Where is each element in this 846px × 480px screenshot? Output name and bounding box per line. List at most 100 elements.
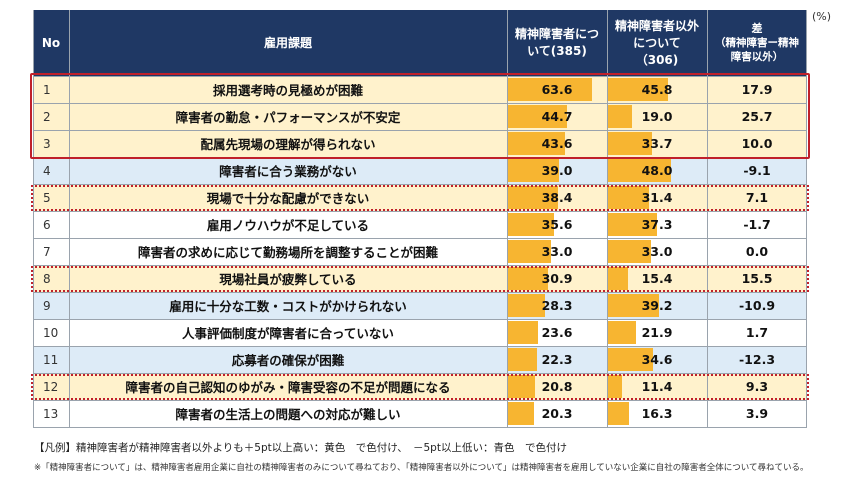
bar-mental xyxy=(507,132,565,155)
row-divider xyxy=(33,346,807,347)
highlight-frame-dotted xyxy=(31,185,809,211)
row-divider xyxy=(33,292,807,293)
bar-mental xyxy=(507,402,534,425)
row-no: 3 xyxy=(43,136,51,151)
highlight-frame xyxy=(30,73,810,159)
bar-mental xyxy=(507,105,567,128)
column-divider xyxy=(507,10,508,427)
bar-other xyxy=(607,132,652,155)
value-label: 48.0 xyxy=(641,163,673,178)
value-label: 37.3 xyxy=(641,217,673,232)
value-label: 20.3 xyxy=(541,406,573,421)
bar-mental xyxy=(507,186,558,209)
value-mental: 38.4 xyxy=(507,184,607,211)
row-issue: 現場社員が疲弊している xyxy=(219,272,357,287)
bar-other xyxy=(607,375,622,398)
bar-other xyxy=(607,213,657,236)
row-no: 10 xyxy=(43,325,59,340)
header-diff: 差 （精神障害ー精神障害以外） xyxy=(707,10,807,76)
value-label: 33.0 xyxy=(641,244,673,259)
row-diff: -9.1 xyxy=(743,163,771,178)
value-other: 45.8 xyxy=(607,76,707,103)
row-issue: 障害者の求めに応じて勤務場所を調整することが困難 xyxy=(137,245,438,260)
row-diff: -1.7 xyxy=(743,217,771,232)
bar-mental xyxy=(507,78,592,101)
row-diff: 9.3 xyxy=(745,379,769,394)
column-divider xyxy=(806,10,807,427)
value-mental: 23.6 xyxy=(507,319,607,346)
table-row xyxy=(33,103,807,130)
row-divider xyxy=(33,76,807,77)
row-divider xyxy=(33,265,807,266)
value-label: 28.3 xyxy=(541,298,573,313)
value-other: 48.0 xyxy=(607,157,707,184)
row-divider xyxy=(33,319,807,320)
bar-other xyxy=(607,267,628,290)
row-no: 2 xyxy=(43,109,51,124)
bar-mental xyxy=(507,375,535,398)
row-divider xyxy=(33,103,807,104)
value-label: 33.7 xyxy=(641,136,673,151)
value-label: 34.6 xyxy=(641,352,673,367)
bar-other xyxy=(607,402,629,425)
table-row xyxy=(33,157,807,184)
value-other: 34.6 xyxy=(607,346,707,373)
value-label: 44.7 xyxy=(541,109,573,124)
value-label: 45.8 xyxy=(641,82,673,97)
row-no: 1 xyxy=(43,82,51,97)
value-other: 11.4 xyxy=(607,373,707,400)
bar-other xyxy=(607,321,636,344)
highlight-frame-dotted xyxy=(31,266,809,292)
row-no: 6 xyxy=(43,217,51,232)
table-row xyxy=(33,319,807,346)
value-label: 19.0 xyxy=(641,109,673,124)
footnote: ※「精神障害者について」は、精神障害者雇用企業に自社の精神障害者のみについて尋ね… xyxy=(34,463,809,473)
value-other: 16.3 xyxy=(607,400,707,427)
row-diff: 0.0 xyxy=(745,244,769,259)
row-no: 12 xyxy=(43,379,59,394)
value-other: 37.3 xyxy=(607,211,707,238)
value-mental: 43.6 xyxy=(507,130,607,157)
header-col2: 精神障害者以外について（306) xyxy=(607,10,707,76)
value-mental: 28.3 xyxy=(507,292,607,319)
value-label: 21.9 xyxy=(641,325,673,340)
table-row xyxy=(33,76,807,103)
value-label: 39.2 xyxy=(641,298,673,313)
row-diff: -12.3 xyxy=(738,352,776,367)
row-issue: 雇用に十分な工数・コストがかけられない xyxy=(169,299,407,314)
row-issue: 障害者に合う業務がない xyxy=(219,164,357,179)
bar-mental xyxy=(507,240,551,263)
bar-other xyxy=(607,186,649,209)
value-other: 31.4 xyxy=(607,184,707,211)
row-issue: 配属先現場の理解が得られない xyxy=(200,137,376,152)
column-divider xyxy=(69,10,70,427)
table-row xyxy=(33,238,807,265)
value-mental: 22.3 xyxy=(507,346,607,373)
row-diff: 7.1 xyxy=(745,190,769,205)
row-issue: 現場で十分な配慮ができない xyxy=(206,191,370,206)
table-row xyxy=(33,292,807,319)
value-label: 16.3 xyxy=(641,406,673,421)
bar-other xyxy=(607,78,668,101)
issues-table: No 雇用課題 精神障害者について(385) 精神障害者以外について（306) … xyxy=(30,10,810,433)
value-mental: 63.6 xyxy=(507,76,607,103)
row-issue: 採用選考時の見極めが困難 xyxy=(212,83,363,98)
row-issue: 人事評価制度が障害者に合っていない xyxy=(182,326,394,341)
column-divider xyxy=(33,10,34,427)
row-diff: 10.0 xyxy=(741,136,773,151)
row-divider xyxy=(33,427,807,428)
row-issue: 応募者の確保が困難 xyxy=(231,353,345,368)
row-divider xyxy=(33,130,807,131)
value-label: 35.6 xyxy=(541,217,573,232)
value-label: 31.4 xyxy=(641,190,673,205)
value-label: 33.0 xyxy=(541,244,573,259)
value-label: 15.4 xyxy=(641,271,673,286)
value-other: 39.2 xyxy=(607,292,707,319)
bar-other xyxy=(607,294,659,317)
unit-label: (%) xyxy=(812,10,832,23)
value-other: 19.0 xyxy=(607,103,707,130)
column-divider xyxy=(707,10,708,427)
bar-mental xyxy=(507,159,559,182)
legend-note: 【凡例】精神障害者が精神障害者以外よりも＋5pt以上高い：黄色 で色付け、 －5… xyxy=(34,442,567,454)
row-no: 8 xyxy=(43,271,51,286)
